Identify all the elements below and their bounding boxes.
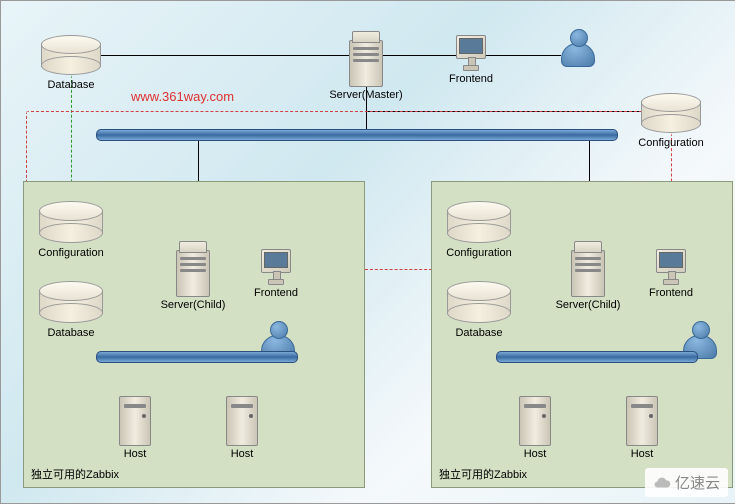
watermark-url: www.361way.com: [131, 89, 234, 104]
frontend-monitor: [456, 35, 486, 71]
dashed-connector: [26, 111, 647, 115]
server-child: [571, 241, 605, 297]
database-cylinder: [41, 35, 101, 75]
host-tower: [626, 396, 658, 446]
server-master-label: Server(Master): [323, 89, 409, 101]
main-bus: [96, 129, 618, 141]
host-tower: [119, 396, 151, 446]
configuration-cylinder-label: Configuration: [629, 137, 713, 149]
watermark-logo-text: 亿速云: [675, 472, 720, 493]
child-bus: [496, 351, 698, 363]
host-tower: [519, 396, 551, 446]
connector-line: [383, 55, 456, 56]
frontend-monitor-label: Frontend: [441, 73, 501, 85]
server-master: [349, 31, 383, 87]
connector-line: [101, 55, 349, 56]
host-tower-label: Host: [222, 448, 262, 460]
child-bus: [96, 351, 298, 363]
database-cylinder: [39, 281, 103, 323]
server-child: [176, 241, 210, 297]
server-child-label: Server(Child): [545, 299, 631, 311]
server-child-label: Server(Child): [150, 299, 236, 311]
configuration-cylinder: [39, 201, 103, 243]
host-tower-label: Host: [622, 448, 662, 460]
panel-title: 独立可用的Zabbix: [31, 466, 119, 482]
frontend-monitor-label: Frontend: [246, 287, 306, 299]
panel-title: 独立可用的Zabbix: [439, 466, 527, 482]
configuration-cylinder: [641, 93, 701, 133]
frontend-monitor: [656, 249, 686, 285]
configuration-cylinder-label: Configuration: [27, 247, 115, 259]
database-cylinder-label: Database: [29, 79, 113, 91]
host-tower: [226, 396, 258, 446]
frontend-monitor-label: Frontend: [641, 287, 701, 299]
connector-line: [486, 55, 561, 56]
user-icon: [561, 29, 595, 67]
host-tower-label: Host: [115, 448, 155, 460]
watermark-logo: 亿速云: [645, 468, 728, 497]
database-cylinder-label: Database: [27, 327, 115, 339]
configuration-cylinder: [447, 201, 511, 243]
host-tower-label: Host: [515, 448, 555, 460]
database-cylinder-label: Database: [435, 327, 523, 339]
database-cylinder: [447, 281, 511, 323]
cloud-icon: [653, 474, 671, 492]
configuration-cylinder-label: Configuration: [435, 247, 523, 259]
frontend-monitor: [261, 249, 291, 285]
